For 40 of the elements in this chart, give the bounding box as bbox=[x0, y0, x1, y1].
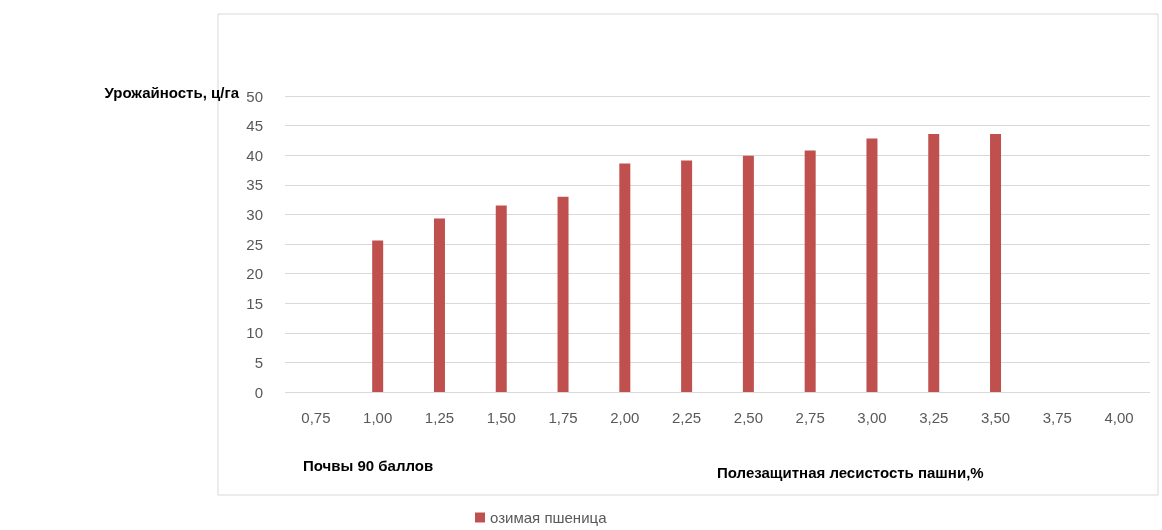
bar bbox=[990, 133, 1002, 392]
x-tick-label: 2,75 bbox=[795, 409, 825, 426]
x-tick-label: 3,50 bbox=[980, 409, 1011, 426]
bar bbox=[372, 240, 384, 392]
x-tick-label: 0,75 bbox=[301, 409, 331, 426]
y-axis-title: Урожайность, ц/га bbox=[104, 83, 240, 101]
y-tick-label: 15 bbox=[246, 294, 263, 312]
y-tick-label: 5 bbox=[254, 353, 263, 371]
y-tick-label: 50 bbox=[246, 87, 263, 105]
x-tick-label: 1,25 bbox=[424, 409, 455, 426]
y-tick-label: 35 bbox=[246, 176, 263, 194]
bar bbox=[681, 160, 693, 392]
y-tick-label: 25 bbox=[246, 235, 263, 253]
x-tick-label: 3,75 bbox=[1042, 409, 1072, 426]
x-tick-label: 1,75 bbox=[548, 409, 578, 426]
x-tick-label: 1,50 bbox=[486, 409, 516, 426]
x-tick-label: 3,00 bbox=[857, 409, 887, 426]
bar bbox=[866, 138, 878, 392]
y-tick-label: 20 bbox=[246, 265, 263, 283]
text: Почвы 90 баллов bbox=[303, 457, 434, 474]
x-tick-label: 2,50 bbox=[733, 409, 763, 426]
bar bbox=[928, 133, 940, 392]
y-tick-label: 40 bbox=[246, 146, 263, 164]
y-tick-label: 45 bbox=[246, 117, 263, 135]
bar bbox=[804, 150, 816, 392]
bar bbox=[557, 196, 569, 392]
x-axis-title: Полезащитная лесистость пашни,% bbox=[717, 464, 984, 481]
x-tick-label: 2,25 bbox=[672, 409, 702, 426]
y-tick-label: 10 bbox=[246, 324, 263, 342]
x-tick-label: 1,00 bbox=[363, 409, 393, 426]
bar bbox=[495, 205, 507, 392]
x-tick-label: 4,00 bbox=[1104, 409, 1134, 426]
bar bbox=[619, 163, 631, 392]
y-tick-label: 30 bbox=[246, 205, 263, 223]
x-tick-label: 2,00 bbox=[610, 409, 640, 426]
x-tick-label: 3,25 bbox=[919, 409, 949, 426]
legend-label: озимая пшеница bbox=[490, 509, 608, 526]
bar bbox=[742, 155, 754, 392]
bar bbox=[433, 218, 445, 392]
y-tick-label: 0 bbox=[254, 383, 263, 401]
